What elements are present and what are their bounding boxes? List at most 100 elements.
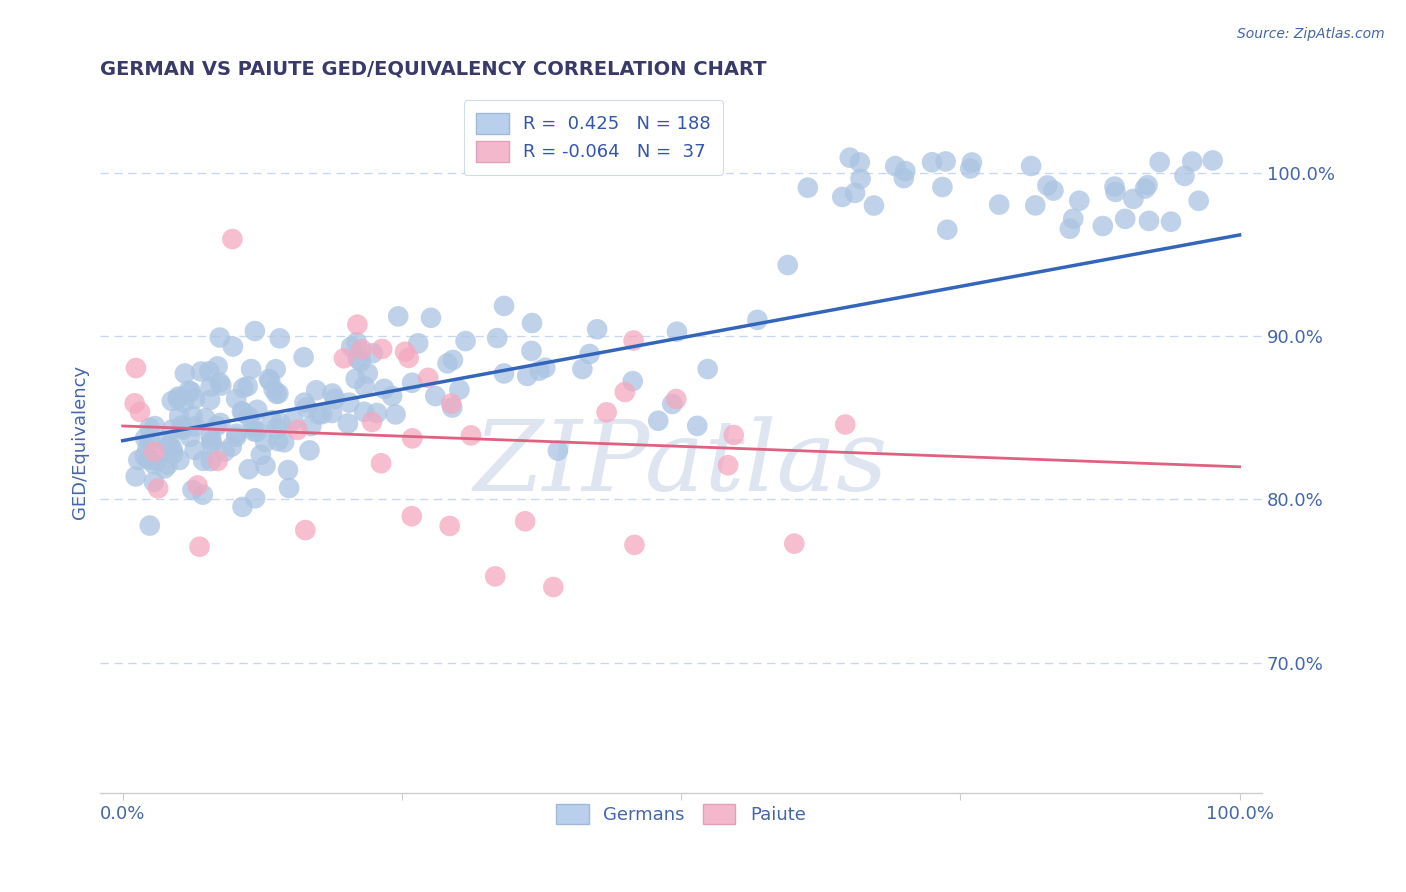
Point bbox=[515, 514, 537, 528]
Point bbox=[236, 379, 259, 393]
Point bbox=[134, 431, 156, 445]
Point bbox=[1188, 194, 1211, 208]
Point bbox=[1181, 154, 1204, 169]
Point bbox=[190, 364, 212, 378]
Point bbox=[831, 190, 853, 204]
Point bbox=[398, 351, 420, 365]
Point bbox=[387, 310, 409, 324]
Point bbox=[136, 452, 159, 467]
Text: Source: ZipAtlas.com: Source: ZipAtlas.com bbox=[1237, 27, 1385, 41]
Point bbox=[208, 376, 231, 390]
Point bbox=[173, 395, 195, 409]
Point bbox=[283, 413, 305, 427]
Point bbox=[143, 444, 166, 458]
Point bbox=[543, 580, 565, 594]
Point bbox=[1114, 211, 1136, 226]
Point bbox=[143, 419, 166, 434]
Point bbox=[344, 372, 367, 386]
Point bbox=[1133, 181, 1156, 195]
Point bbox=[209, 378, 232, 392]
Point bbox=[200, 430, 222, 444]
Point bbox=[160, 394, 183, 409]
Point bbox=[173, 367, 195, 381]
Point bbox=[186, 478, 208, 492]
Point bbox=[516, 368, 538, 383]
Point bbox=[298, 443, 321, 458]
Point bbox=[263, 383, 285, 397]
Point bbox=[486, 331, 509, 345]
Point bbox=[200, 379, 222, 393]
Point bbox=[231, 404, 253, 418]
Point bbox=[193, 454, 215, 468]
Point bbox=[260, 413, 283, 427]
Point bbox=[661, 397, 683, 411]
Point bbox=[436, 356, 458, 370]
Point bbox=[254, 458, 277, 473]
Point bbox=[1042, 184, 1064, 198]
Point bbox=[166, 392, 188, 406]
Point bbox=[198, 392, 221, 407]
Point bbox=[441, 353, 464, 368]
Point bbox=[142, 457, 165, 471]
Point bbox=[520, 343, 543, 358]
Point bbox=[449, 383, 471, 397]
Point bbox=[207, 454, 229, 468]
Point bbox=[884, 159, 907, 173]
Point bbox=[440, 396, 463, 410]
Point bbox=[776, 258, 799, 272]
Point bbox=[181, 409, 204, 423]
Point bbox=[1104, 185, 1126, 199]
Point bbox=[747, 313, 769, 327]
Point bbox=[336, 417, 359, 431]
Point bbox=[278, 481, 301, 495]
Point bbox=[723, 428, 745, 442]
Point bbox=[321, 386, 343, 401]
Point bbox=[381, 389, 404, 403]
Point bbox=[353, 379, 375, 393]
Point bbox=[127, 453, 149, 467]
Point bbox=[194, 411, 217, 425]
Point bbox=[346, 318, 368, 332]
Point bbox=[346, 335, 368, 350]
Point bbox=[294, 523, 316, 537]
Point bbox=[1069, 194, 1091, 208]
Point bbox=[1024, 198, 1046, 212]
Point bbox=[419, 310, 441, 325]
Point bbox=[246, 402, 269, 417]
Point bbox=[959, 161, 981, 176]
Point bbox=[783, 536, 806, 550]
Point bbox=[160, 423, 183, 437]
Point bbox=[184, 419, 207, 434]
Point bbox=[1149, 155, 1171, 169]
Point bbox=[250, 448, 273, 462]
Point bbox=[520, 316, 543, 330]
Point bbox=[406, 336, 429, 351]
Point bbox=[267, 386, 290, 401]
Point bbox=[264, 362, 287, 376]
Point bbox=[208, 330, 231, 344]
Point bbox=[425, 389, 447, 403]
Point bbox=[221, 232, 243, 246]
Point bbox=[134, 450, 156, 464]
Point bbox=[665, 392, 688, 406]
Point bbox=[243, 425, 266, 439]
Point bbox=[205, 419, 228, 434]
Point bbox=[613, 384, 636, 399]
Point bbox=[167, 390, 190, 404]
Point bbox=[124, 396, 146, 410]
Point bbox=[209, 416, 232, 430]
Point bbox=[266, 387, 288, 401]
Legend: Germans, Paiute: Germans, Paiute bbox=[547, 795, 815, 833]
Point bbox=[1091, 219, 1114, 233]
Point bbox=[623, 538, 645, 552]
Point bbox=[1136, 178, 1159, 193]
Point bbox=[323, 392, 346, 406]
Point bbox=[921, 155, 943, 169]
Point bbox=[311, 407, 333, 421]
Point bbox=[145, 454, 167, 468]
Point bbox=[371, 342, 394, 356]
Point bbox=[1122, 192, 1144, 206]
Point bbox=[844, 186, 866, 200]
Point bbox=[156, 458, 179, 472]
Point bbox=[1160, 215, 1182, 229]
